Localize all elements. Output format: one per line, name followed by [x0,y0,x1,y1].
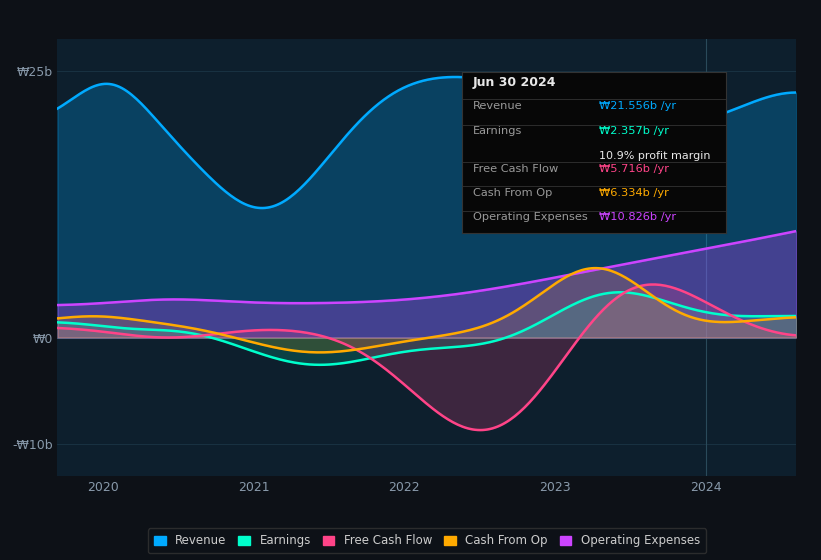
Text: ₩10.826b /yr: ₩10.826b /yr [599,212,677,222]
Text: Revenue: Revenue [473,101,522,111]
Text: Operating Expenses: Operating Expenses [473,212,588,222]
Text: 10.9% profit margin: 10.9% profit margin [599,151,711,161]
Text: Free Cash Flow: Free Cash Flow [473,164,558,174]
Legend: Revenue, Earnings, Free Cash Flow, Cash From Op, Operating Expenses: Revenue, Earnings, Free Cash Flow, Cash … [148,528,706,553]
Text: ₩2.357b /yr: ₩2.357b /yr [599,127,669,137]
Text: Earnings: Earnings [473,127,522,137]
Text: Jun 30 2024: Jun 30 2024 [473,76,556,90]
Text: ₩21.556b /yr: ₩21.556b /yr [599,101,677,111]
Text: Cash From Op: Cash From Op [473,188,552,198]
Text: ₩6.334b /yr: ₩6.334b /yr [599,188,669,198]
Text: ₩5.716b /yr: ₩5.716b /yr [599,164,669,174]
